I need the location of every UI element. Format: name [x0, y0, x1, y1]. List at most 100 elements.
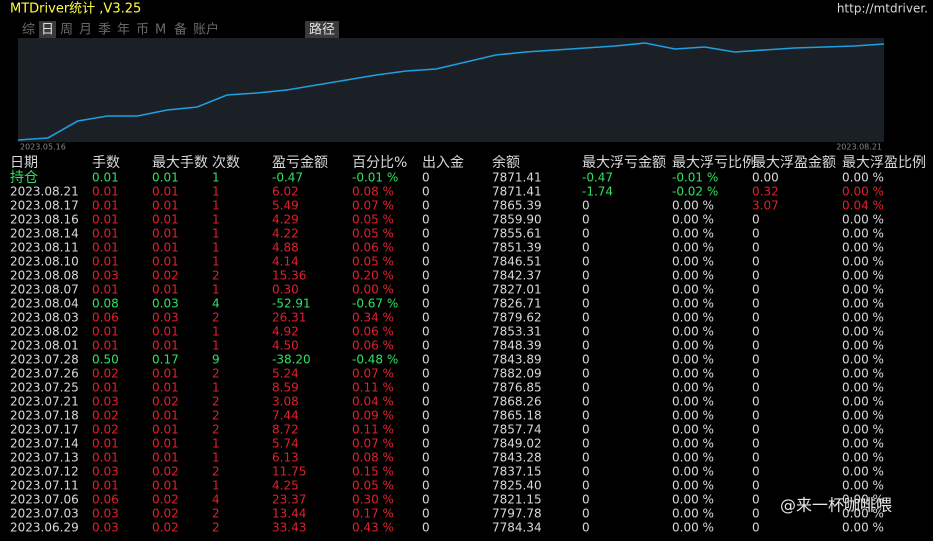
table-cell: 0.00 % [672, 227, 714, 241]
tab[interactable]: 备 [174, 22, 187, 38]
table-cell: -0.01 % [672, 171, 718, 185]
table-cell: 0 [752, 493, 760, 507]
column-header: 次数 [212, 155, 240, 171]
table-cell: 7855.61 [492, 227, 542, 241]
table-cell: 0 [582, 311, 590, 325]
table-cell: 0 [582, 297, 590, 311]
table-cell: 7842.37 [492, 269, 542, 283]
table-cell: 3.08 [272, 395, 299, 409]
link[interactable]: http://mtdriver. [837, 2, 928, 16]
table-cell: 7868.26 [492, 395, 542, 409]
tab[interactable]: 季 [98, 23, 111, 38]
table-cell: 0.00 % [842, 171, 884, 185]
table-cell: 7876.85 [492, 381, 542, 395]
table-cell: 0.00 % [842, 507, 884, 521]
table-cell: 0 [582, 395, 590, 409]
table-cell: 6.02 [272, 185, 299, 199]
table-cell: 0 [422, 213, 430, 227]
table-cell: 0.01 [152, 437, 179, 451]
table-cell: 0 [582, 213, 590, 227]
path-button-bg[interactable] [305, 21, 339, 38]
table-cell: 0.07 % [352, 437, 394, 451]
table-cell: 0 [422, 493, 430, 507]
table-cell: 0.01 [152, 241, 179, 255]
table-cell: 0 [422, 311, 430, 325]
table-cell: 0.00 % [842, 437, 884, 451]
table-cell: 2023.07.26 [10, 367, 79, 381]
table-cell: 0.00 % [672, 381, 714, 395]
column-header: 最大浮亏金额 [582, 155, 666, 171]
tab[interactable]: 账户 [193, 22, 219, 38]
table-cell: -0.01 % [352, 171, 398, 185]
table-cell: 0.01 [92, 241, 119, 255]
table-cell: 0.03 [92, 521, 119, 535]
table-cell: 0.01 [92, 199, 119, 213]
table-cell: 4.50 [272, 339, 299, 353]
table-cell: 0.00 % [842, 353, 884, 367]
table-cell: 0.00 % [842, 213, 884, 227]
table-cell: 0 [752, 311, 760, 325]
tab-active-bg[interactable] [39, 21, 56, 38]
table-cell: 23.37 [272, 493, 306, 507]
tab[interactable]: M [155, 23, 166, 38]
table-cell: 1 [212, 227, 220, 241]
table-cell: 0 [422, 297, 430, 311]
table-cell: 0.01 [152, 213, 179, 227]
tab[interactable]: 月 [79, 23, 92, 38]
table-cell: 0.01 [152, 479, 179, 493]
table-cell: 0.30 [272, 283, 299, 297]
table-cell: 0 [752, 241, 760, 255]
table-cell: 0 [422, 185, 430, 199]
table-cell: 1 [212, 451, 220, 465]
table-cell: 0.00 % [842, 241, 884, 255]
table-cell: 0.00 % [672, 339, 714, 353]
table-cell: 1 [212, 255, 220, 269]
x-end-label: 2023.08.21 [836, 143, 882, 152]
table-cell: 0 [422, 451, 430, 465]
path-button[interactable]: 路径 [309, 22, 335, 38]
table-cell: 2023.07.17 [10, 423, 79, 437]
equity-line [17, 42, 885, 141]
table-cell: 0.06 % [352, 325, 394, 339]
tab[interactable]: 年 [117, 23, 130, 38]
table-cell: 7827.01 [492, 283, 542, 297]
tab[interactable]: 日 [41, 23, 54, 38]
table-cell: 2023.06.29 [10, 521, 79, 535]
table-cell: 0.00 % [672, 199, 714, 213]
table-cell: 0.00 % [672, 325, 714, 339]
table-cell: 7851.39 [492, 241, 542, 255]
column-header: 日期 [10, 155, 38, 171]
table-cell: 0.05 % [352, 479, 394, 493]
table-cell: 2023.07.13 [10, 451, 79, 465]
table-cell: 0 [422, 241, 430, 255]
table-cell: 0.17 % [352, 507, 394, 521]
table-cell: 持仓 [10, 170, 38, 186]
table-cell: 11.75 [272, 465, 306, 479]
tab[interactable]: 综 [22, 23, 35, 38]
table-cell: 0 [752, 479, 760, 493]
column-header: 盈亏金额 [272, 155, 328, 171]
tab[interactable]: 周 [60, 23, 73, 38]
tab[interactable]: 币 [136, 23, 149, 38]
table-cell: 0 [422, 465, 430, 479]
table-cell: 2023.08.04 [10, 297, 79, 311]
table-cell: 0 [752, 339, 760, 353]
table-cell: 0 [422, 381, 430, 395]
table-cell: 2023.07.12 [10, 465, 79, 479]
table-cell: 5.74 [272, 437, 299, 451]
table-cell: 26.31 [272, 311, 306, 325]
table-cell: 0.30 % [352, 493, 394, 507]
table-cell: 7826.71 [492, 297, 542, 311]
x-start-label: 2023.05.16 [20, 143, 66, 152]
table-cell: 0.06 [92, 493, 119, 507]
table-cell: 0.43 % [352, 521, 394, 535]
table-cell: 0.50 [92, 353, 119, 367]
table-cell: 7848.39 [492, 339, 542, 353]
table-cell: 0.00 % [672, 521, 714, 535]
table-cell: 0 [582, 283, 590, 297]
table-cell: 0.01 [92, 339, 119, 353]
table-cell: 2 [212, 507, 220, 521]
table-cell: 0.04 % [842, 199, 884, 213]
table-cell: 0 [752, 213, 760, 227]
table-cell: 0.01 [152, 409, 179, 423]
